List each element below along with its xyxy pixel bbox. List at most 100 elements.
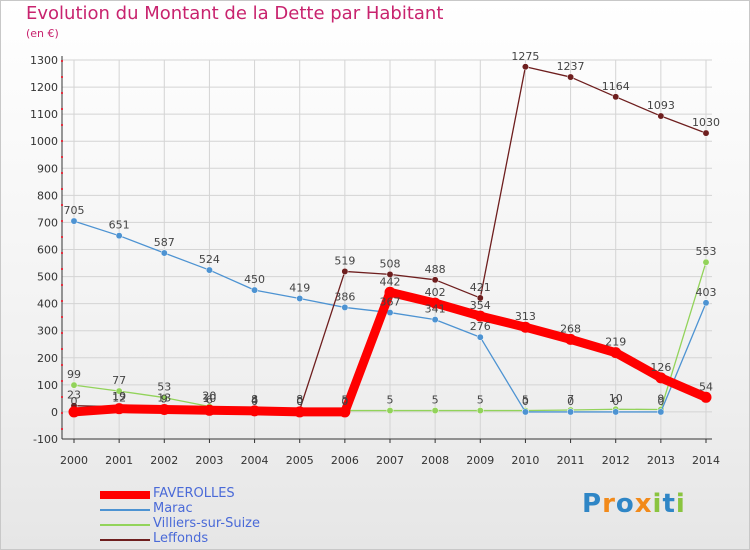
data-point-marac [521,408,529,416]
x-tick-label: 2007 [376,454,404,467]
data-point-villiers-sur-suize [160,394,168,402]
data-label-marac: 0 [657,395,664,408]
data-point-leffonds [341,267,349,275]
data-label-villiers-sur-suize: 99 [67,368,81,381]
data-label-marac: 0 [612,395,619,408]
data-label-marac: 705 [64,204,85,217]
data-point-villiers-sur-suize [115,387,123,395]
data-point-leffonds [657,112,665,120]
data-label-villiers-sur-suize: 7 [567,393,574,406]
data-point-faverolles [700,391,712,403]
data-label-faverolles: 354 [470,299,491,312]
data-point-marac [205,266,213,274]
data-label-faverolles: 4 [251,394,258,407]
data-label-villiers-sur-suize: 10 [609,392,623,405]
data-label-leffonds: 421 [470,281,491,294]
data-label-leffonds: 23 [67,389,81,402]
legend-label: Leffonds [153,531,209,546]
data-label-leffonds: 1093 [647,99,675,112]
data-point-marac [431,316,439,324]
y-tick-label: 300 [37,325,58,338]
data-point-marac [115,232,123,240]
data-point-faverolles [429,297,441,309]
data-point-faverolles [474,310,486,322]
y-tick-label: 200 [37,352,58,365]
data-label-faverolles: 12 [112,392,126,405]
data-label-marac: 524 [199,253,220,266]
data-label-leffonds: 13 [157,391,171,404]
data-label-marac: 367 [380,296,401,309]
data-point-marac [296,295,304,302]
data-label-leffonds: 519 [334,254,355,267]
y-tick-label: 600 [37,244,58,257]
data-point-villiers-sur-suize [702,258,710,266]
x-tick-label: 2001 [105,454,133,467]
x-tick-label: 2003 [195,454,223,467]
data-label-faverolles: 442 [380,275,401,288]
data-label-marac: 403 [696,286,717,299]
data-point-marac [702,299,710,307]
data-point-faverolles [519,321,531,333]
x-tick-label: 2008 [421,454,449,467]
x-tick-label: 2000 [60,454,88,467]
data-label-faverolles: 0 [71,395,78,408]
data-label-villiers-sur-suize: 9 [657,392,664,405]
data-point-marac [567,408,575,416]
legend-swatch [100,524,150,526]
data-point-leffonds [567,73,575,81]
data-point-faverolles [294,406,306,418]
data-point-leffonds [476,294,484,302]
data-label-marac: 341 [425,303,446,316]
x-tick-label: 2005 [286,454,314,467]
data-point-marac [657,408,665,416]
y-tick-label: 900 [37,162,58,175]
data-point-leffonds [521,63,529,71]
data-label-leffonds: 488 [425,263,446,276]
proxiti-logo: Proxiti [582,489,686,519]
data-label-marac: 386 [334,290,355,303]
legend-swatch [100,509,150,511]
data-label-marac: 0 [567,395,574,408]
legend-label: Villiers-sur-Suize [153,516,261,531]
x-tick-label: 2002 [150,454,178,467]
data-point-faverolles [565,333,577,345]
y-tick-label: 1300 [30,54,58,67]
data-point-marac [476,333,484,341]
y-tick-label: 1200 [30,81,58,94]
data-point-marac [612,408,620,416]
data-point-faverolles [655,372,667,384]
data-label-marac: 651 [109,219,130,232]
data-label-faverolles: 0 [341,395,348,408]
data-point-marac [341,303,349,311]
x-tick-label: 2009 [466,454,494,467]
data-point-villiers-sur-suize [70,381,78,389]
data-label-leffonds: 8 [296,393,303,406]
data-label-leffonds: 1030 [692,116,720,129]
data-label-villiers-sur-suize: 5 [341,394,348,407]
data-label-leffonds: 19 [112,390,126,403]
data-label-faverolles: 219 [605,336,626,349]
data-label-leffonds: 1164 [602,80,630,93]
x-tick-label: 2012 [602,454,630,467]
x-tick-label: 2010 [511,454,539,467]
data-label-faverolles: 313 [515,310,536,323]
data-point-faverolles [249,405,261,417]
data-point-faverolles [68,406,80,418]
data-point-faverolles [384,286,396,298]
legend-label: FAVEROLLES [153,486,235,501]
data-label-leffonds: 10 [202,392,216,405]
data-label-marac: 419 [289,281,310,294]
legend-swatch [100,539,150,541]
data-label-villiers-sur-suize: 20 [202,390,216,403]
data-label-faverolles: 54 [699,380,713,393]
x-tick-label: 2006 [331,454,359,467]
data-label-leffonds: 1237 [557,60,585,73]
y-tick-label: 1000 [30,135,58,148]
data-label-faverolles: 9 [161,392,168,405]
data-point-marac [160,249,168,257]
data-label-villiers-sur-suize: 53 [157,381,171,394]
series-lines [68,63,712,418]
y-tick-label: 100 [37,379,58,392]
